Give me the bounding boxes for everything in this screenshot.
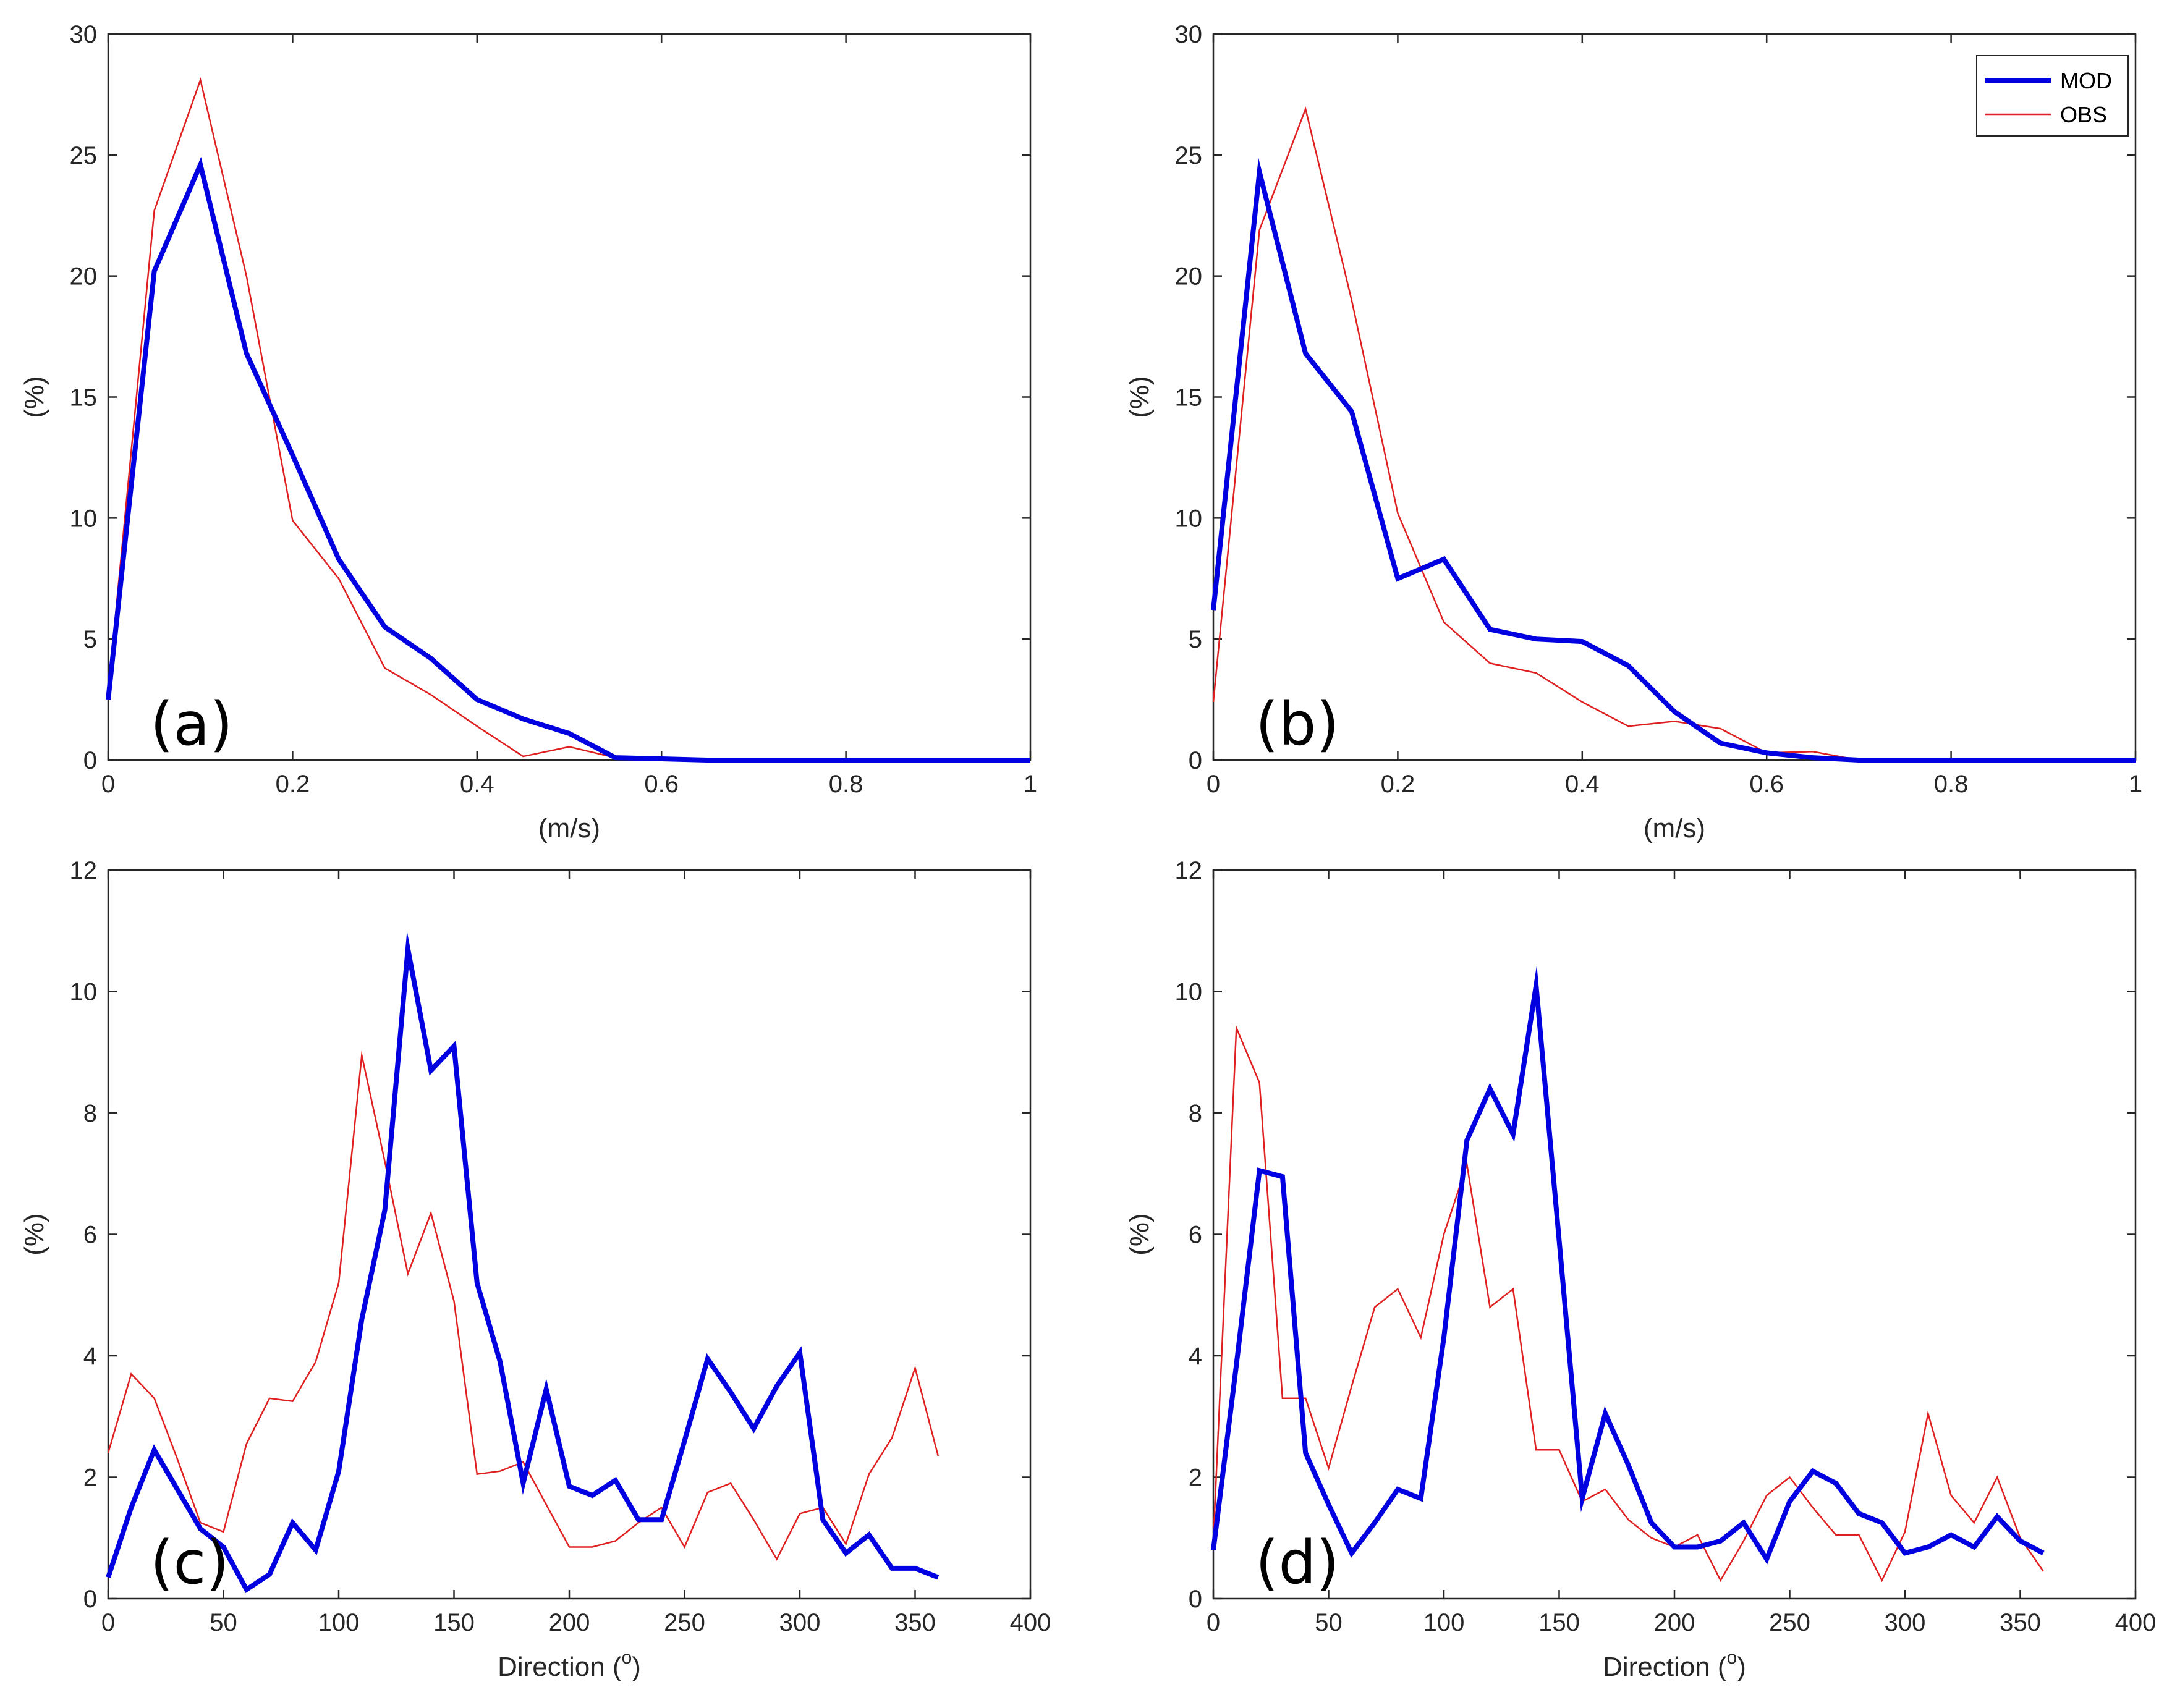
y-tick-label: 30: [70, 21, 98, 48]
x-tick-label: 0.6: [644, 771, 679, 798]
x-axis-label-close: ): [1737, 1652, 1746, 1682]
y-axis-label: (%): [1124, 376, 1155, 418]
y-tick-label: 12: [1175, 857, 1203, 884]
y-tick-label: 15: [1175, 384, 1203, 412]
x-tick-label: 0.4: [1565, 771, 1600, 798]
y-tick-label: 25: [1175, 142, 1203, 169]
y-tick-label: 5: [1189, 626, 1202, 653]
x-tick-label: 300: [1885, 1609, 1926, 1636]
series-line-obs-d: [1212, 1024, 2044, 1583]
x-tick-label: 350: [2000, 1609, 2041, 1636]
x-tick-label: 1: [2129, 771, 2142, 798]
y-tick-label: 0: [1189, 747, 1202, 774]
x-tick-label: 0.2: [276, 771, 310, 798]
legend-label-obs: OBS: [2060, 102, 2107, 127]
panel-label-c: (c): [150, 1528, 229, 1597]
x-tick-label: 0: [101, 771, 115, 798]
y-axis-label: (%): [1124, 1213, 1155, 1255]
x-tick-label: 100: [1423, 1609, 1465, 1636]
y-tick-label: 5: [83, 626, 97, 653]
y-tick-label: 8: [83, 1100, 97, 1127]
x-tick-label: 200: [549, 1609, 590, 1636]
x-tick-label: 300: [779, 1609, 821, 1636]
x-tick-label: 0: [1207, 771, 1220, 798]
x-tick-label: 50: [1315, 1609, 1343, 1636]
x-tick-label: 0.2: [1381, 771, 1415, 798]
x-tick-label: 250: [1769, 1609, 1810, 1636]
y-tick-label: 10: [1175, 979, 1203, 1006]
x-tick-label: 200: [1654, 1609, 1695, 1636]
x-tick-label: 1: [1024, 771, 1037, 798]
series-line-obs-c: [107, 1050, 940, 1561]
series-line-mod-d: [1211, 965, 2045, 1565]
panel-d: 0 50 100 150 200 250 300 350 400 0 2 4 6 8 10 12 (%) Dire…: [1124, 857, 2156, 1682]
x-tick-label: 350: [894, 1609, 936, 1636]
x-tick-label: 0: [101, 1609, 115, 1636]
y-tick-label: 15: [70, 384, 98, 412]
x-tick-label: 0.6: [1749, 771, 1784, 798]
y-tick-label: 20: [1175, 263, 1203, 290]
y-tick-label: 30: [1175, 21, 1203, 48]
legend-box: [1976, 55, 2129, 137]
y-tick-label: 0: [83, 747, 97, 774]
x-tick-label: 0: [1207, 1609, 1220, 1636]
series-line-mod-b: [1211, 158, 2136, 763]
x-tick-label: 100: [318, 1609, 360, 1636]
y-tick-label: 12: [70, 857, 98, 884]
y-tick-label: 10: [70, 979, 98, 1006]
y-tick-label: 25: [70, 142, 98, 169]
y-tick-label: 8: [1189, 1100, 1202, 1127]
x-axis-label-degree: o: [622, 1647, 632, 1668]
x-tick-label: 0.8: [829, 771, 863, 798]
y-tick-label: 2: [83, 1465, 97, 1492]
series-line-mod-c: [106, 931, 940, 1594]
x-axis-label-text: Direction (: [1603, 1652, 1727, 1682]
panel-label-a: (a): [150, 690, 233, 759]
x-axis-label: Direction (o): [1603, 1647, 1746, 1682]
y-tick-label: 6: [83, 1222, 97, 1249]
x-axis-label: Direction (o): [498, 1647, 641, 1682]
x-tick-label: 150: [433, 1609, 475, 1636]
x-tick-label: 150: [1538, 1609, 1580, 1636]
series-line-mod-a: [106, 156, 1030, 763]
y-axis-label: (%): [19, 376, 49, 418]
y-tick-label: 10: [1175, 505, 1203, 532]
panel-b: 0 0.2 0.4 0.6 0.8 1051015202530(%)(m/s)(b)MOD…: [1124, 21, 2142, 843]
y-tick-label: 6: [1189, 1222, 1202, 1249]
y-tick-label: 0: [83, 1586, 97, 1613]
panel-label-b: (b): [1255, 690, 1339, 759]
panel-c: 0 50 100 150 200 250 300 350 400 0 2 4 6 8 10 12 (%) Dire…: [19, 857, 1051, 1682]
y-tick-label: 20: [70, 263, 98, 290]
x-tick-label: 400: [1010, 1609, 1051, 1636]
x-tick-label: 50: [210, 1609, 237, 1636]
y-axis-label: (%): [19, 1213, 49, 1255]
x-axis-label: (m/s): [538, 813, 600, 843]
x-tick-label: 0.4: [460, 771, 494, 798]
x-axis-label-text: Direction (: [498, 1652, 622, 1682]
legend: MOD OBS: [1976, 55, 2129, 137]
legend-label-mod: MOD: [2060, 68, 2112, 93]
x-axis-label-degree: o: [1727, 1647, 1737, 1668]
y-tick-label: 10: [70, 505, 98, 532]
y-tick-label: 4: [1189, 1343, 1202, 1370]
x-tick-label: 400: [2115, 1609, 2157, 1636]
x-axis-label: (m/s): [1644, 813, 1705, 843]
y-tick-label: 2: [1189, 1465, 1202, 1492]
y-tick-label: 4: [83, 1343, 97, 1370]
panel-label-d: (d): [1255, 1528, 1339, 1597]
x-tick-label: 0.8: [1934, 771, 1969, 798]
y-tick-label: 0: [1189, 1586, 1202, 1613]
x-tick-label: 250: [664, 1609, 705, 1636]
x-axis-label-close: ): [632, 1652, 641, 1682]
